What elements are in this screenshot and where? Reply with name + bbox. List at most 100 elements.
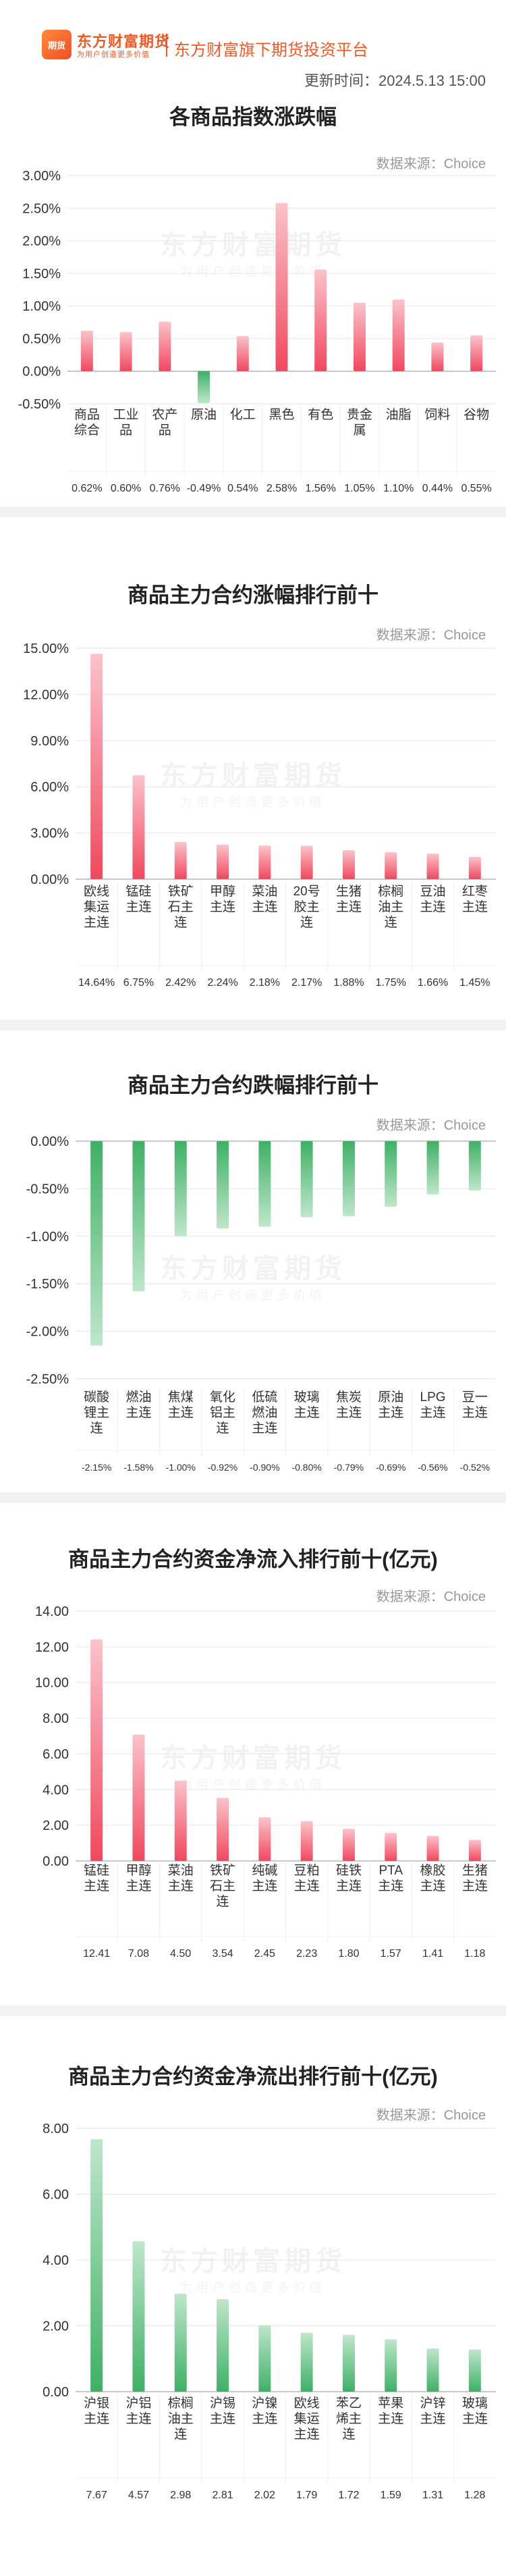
bar <box>236 336 249 371</box>
y-tick-label: 4.00 <box>43 1783 69 1797</box>
category-label: 氧化铝主连 <box>210 1390 235 1436</box>
value-label: 1.31 <box>422 2490 443 2501</box>
logo-icon: 期货 <box>42 30 72 59</box>
value-label: 0.54% <box>227 483 258 494</box>
bar <box>392 299 405 371</box>
bar <box>258 845 271 879</box>
category-label: 纯碱主连 <box>252 1863 277 1893</box>
category-label: 农产品 <box>152 407 177 438</box>
bar <box>90 654 103 879</box>
value-label: -0.69% <box>376 1462 405 1473</box>
y-tick-label: 12.00% <box>23 687 69 702</box>
bar <box>80 330 93 371</box>
bar <box>300 845 313 879</box>
category-label: 原油主连 <box>378 1390 403 1420</box>
category-label: 油脂 <box>386 407 412 422</box>
section-divider <box>0 1492 506 1503</box>
value-label: 2.02 <box>254 2490 275 2501</box>
value-label: 1.75% <box>376 977 406 989</box>
bar <box>342 2335 355 2392</box>
value-label: -0.80% <box>291 1462 321 1473</box>
value-label: -0.92% <box>208 1462 237 1473</box>
y-tick-label: 3.00% <box>22 169 61 184</box>
value-label: -0.79% <box>334 1462 364 1473</box>
category-label: 甲醇主连 <box>210 884 235 914</box>
category-label: LPG 主连 <box>420 1390 446 1420</box>
section-divider <box>0 506 506 517</box>
bar <box>132 775 145 879</box>
y-tick-label: 2.00% <box>22 234 61 249</box>
update-time: 更新时间：2024.5.13 15:00 <box>304 72 486 89</box>
y-tick-label: 0.00% <box>22 365 61 379</box>
category-label: 苯乙烯主连 <box>336 2396 362 2442</box>
bar-chart-net-outflow: 8.00 6.00 4.00 2.00 0.00 沪银主连 7.67 沪铝主连 4.57 棕榈油主… <box>43 2122 496 2501</box>
value-label: 1.80 <box>338 1948 359 1960</box>
value-label: 4.50 <box>170 1948 191 1960</box>
category-label: 有色 <box>308 407 333 422</box>
data-source: 数据来源：Choice <box>376 1118 486 1133</box>
bar <box>468 1141 481 1191</box>
bar <box>385 2339 397 2392</box>
chart-section-3: 商品主力合约跌幅排行前十 数据来源：Choice 东方财富期货 为用户创造更多价… <box>0 1030 506 1492</box>
category-label: 沪铝主连 <box>125 2396 151 2426</box>
chart-title: 各商品指数涨跌幅 <box>169 105 337 129</box>
category-label: 铁矿石主连 <box>168 884 194 930</box>
value-label: 2.81 <box>212 2490 233 2501</box>
bar <box>385 852 397 879</box>
value-label: 0.62% <box>72 483 102 494</box>
category-label: 生猪主连 <box>336 884 362 914</box>
bar <box>132 1141 145 1292</box>
bar <box>174 841 187 879</box>
bar <box>468 1839 481 1861</box>
category-label: PTA 主连 <box>378 1864 403 1893</box>
category-label: 锰硅主连 <box>125 884 151 914</box>
value-label: 2.23 <box>296 1948 317 1960</box>
y-tick-label: -1.00% <box>26 1230 69 1244</box>
chart-title: 商品主力合约涨幅排行前十 <box>128 583 378 607</box>
category-label: 豆一主连 <box>462 1390 488 1420</box>
category-label: 沪银主连 <box>84 2396 109 2426</box>
chart-title: 商品主力合约资金净流入排行前十(亿元) <box>68 1548 438 1571</box>
value-label: 1.18 <box>464 1948 485 1960</box>
category-label: 橡胶主连 <box>420 1863 446 1893</box>
bar <box>119 332 132 371</box>
bar <box>300 2332 313 2392</box>
bar <box>90 2139 103 2392</box>
bar <box>90 1639 103 1861</box>
category-label: 铁矿石主连 <box>210 1863 235 1909</box>
value-label: 0.60% <box>111 483 141 494</box>
bar-chart-net-inflow: 14.00 12.00 10.00 8.00 6.00 4.00 2.00 0.00 锰硅主连 1… <box>35 1604 496 1960</box>
bar <box>468 856 481 879</box>
category-label: 棕榈油主连 <box>168 2396 194 2442</box>
bar <box>353 303 366 371</box>
logo-slogan: 为用户创造更多价值 <box>77 51 150 59</box>
bar-chart-top-losers: 0.00% -0.50% -1.00% -1.50% -2.00% -2.50% 碳酸锂主连… <box>26 1134 496 1473</box>
value-label: 12.41 <box>83 1948 110 1960</box>
bar <box>426 1141 439 1194</box>
bar <box>198 371 210 404</box>
bar <box>385 1833 397 1861</box>
value-label: 0.76% <box>150 483 180 494</box>
chart-section-1: 各商品指数涨跌幅 数据来源：Choice 东方财富期货 为用户创造更多价值 3.… <box>0 88 506 506</box>
value-label: 2.18% <box>250 977 280 989</box>
y-tick-label: 0.50% <box>22 332 61 346</box>
platform-name: 东方财富旗下期货投资平台 <box>174 41 368 59</box>
category-label: 豆粕主连 <box>294 1863 320 1893</box>
value-label: 1.79 <box>296 2490 317 2501</box>
value-label: 2.98 <box>170 2490 191 2501</box>
bar <box>217 1797 229 1861</box>
value-label: -0.90% <box>250 1462 279 1473</box>
bar <box>275 203 288 371</box>
bar <box>342 1141 355 1217</box>
y-tick-label: 0.00 <box>43 2385 69 2400</box>
value-label: 14.64% <box>78 977 115 989</box>
value-label: 1.05% <box>344 483 374 494</box>
category-label: 碳酸锂主连 <box>84 1390 109 1436</box>
value-label: 7.67 <box>86 2490 107 2501</box>
bar <box>90 1141 103 1346</box>
category-label: 黑色 <box>269 407 294 422</box>
category-label: 化工 <box>230 407 256 422</box>
y-tick-label: 0.00% <box>30 872 69 887</box>
bar <box>385 1141 397 1207</box>
bar <box>468 2349 481 2392</box>
